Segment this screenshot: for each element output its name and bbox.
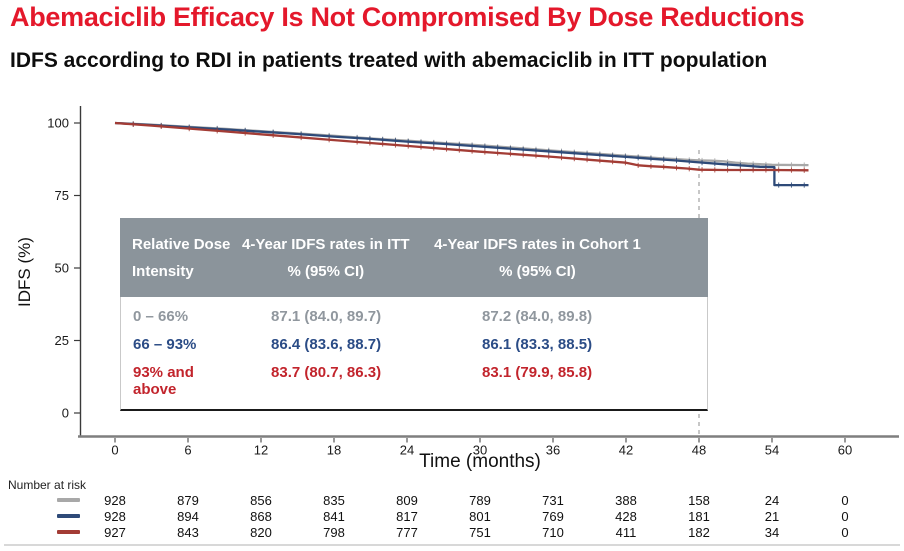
- y-axis-tick-label: 25: [55, 333, 69, 348]
- risk-count: 34: [764, 525, 780, 540]
- series-curve-2: [114, 121, 809, 172]
- table-row: 93% and above 83.7 (80.7, 86.3) 83.1 (79.9…: [121, 364, 707, 398]
- series-swatch-icon: [57, 498, 80, 502]
- table-cell: 66 – 93%: [133, 336, 197, 353]
- risk-count: 777: [396, 525, 418, 540]
- x-axis-label: Time (months): [419, 451, 541, 472]
- series-curve-1: [114, 121, 809, 187]
- table-cell: 86.1 (83.3, 88.5): [482, 336, 593, 353]
- risk-count: 0: [841, 493, 849, 508]
- risk-count: 928: [104, 493, 126, 508]
- header-cohort1-rates: 4-Year IDFS rates in Cohort 1 % (95% CI): [434, 235, 641, 280]
- x-axis-tick-label: 36: [546, 443, 560, 458]
- table-cell: 83.7 (80.7, 86.3): [271, 364, 382, 381]
- bottom-divider: [4, 544, 900, 546]
- table-cell: 87.2 (84.0, 89.8): [482, 308, 593, 325]
- table-row: 66 – 93% 86.4 (83.6, 88.7) 86.1 (83.3, 88.…: [121, 336, 707, 353]
- risk-count: 817: [396, 509, 418, 524]
- risk-count: 894: [177, 509, 199, 524]
- risk-count: 769: [542, 509, 564, 524]
- x-axis-tick-label: 30: [473, 443, 487, 458]
- risk-count: 856: [250, 493, 272, 508]
- risk-count: 388: [615, 493, 637, 508]
- table-cell: 86.4 (83.6, 88.7): [271, 336, 382, 353]
- page-title: Abemaciclib Efficacy Is Not Compromised …: [10, 2, 805, 32]
- series-swatch-icon: [57, 514, 80, 518]
- y-axis-tick-label: 50: [55, 261, 69, 276]
- x-axis-tick-label: 48: [692, 443, 706, 458]
- header-itt-rates: 4-Year IDFS rates in ITT % (95% CI): [242, 235, 410, 280]
- risk-count: 710: [542, 525, 564, 540]
- risk-count: 868: [250, 509, 272, 524]
- risk-count: 879: [177, 493, 199, 508]
- x-axis-tick-label: 18: [327, 443, 341, 458]
- table-cell: 93% and above: [133, 364, 194, 398]
- risk-count: 411: [615, 525, 637, 540]
- y-axis-label: IDFS (%): [15, 237, 34, 307]
- risk-count: 751: [469, 525, 491, 540]
- risk-count: 0: [841, 525, 849, 540]
- risk-row: 927 843 820 798 777 751 710 411 182 34 0: [0, 524, 904, 540]
- results-table-body: 0 – 66% 87.1 (84.0, 89.7) 87.2 (84.0, 89.8…: [120, 297, 708, 411]
- y-axis-tick-label: 100: [47, 116, 69, 131]
- x-axis-tick-label: 24: [400, 443, 414, 458]
- header-relative-dose-intensity: Relative Dose Intensity: [132, 235, 231, 280]
- x-axis-tick-label: 6: [184, 443, 191, 458]
- risk-count: 21: [764, 509, 780, 524]
- table-cell: 87.1 (84.0, 89.7): [271, 308, 382, 325]
- risk-count: 801: [469, 509, 491, 524]
- number-at-risk-label: Number at risk: [8, 478, 87, 492]
- x-axis-tick-label: 12: [254, 443, 268, 458]
- risk-count: 798: [323, 525, 345, 540]
- risk-count: 789: [469, 493, 491, 508]
- risk-count: 24: [764, 493, 780, 508]
- risk-count: 809: [396, 493, 418, 508]
- table-cell: 0 – 66%: [133, 308, 189, 325]
- risk-count: 731: [542, 493, 564, 508]
- risk-count: 158: [688, 493, 710, 508]
- table-row: 0 – 66% 87.1 (84.0, 89.7) 87.2 (84.0, 89.8…: [121, 308, 707, 325]
- risk-count: 843: [177, 525, 199, 540]
- y-axis-tick-label: 75: [55, 188, 69, 203]
- risk-count: 927: [104, 525, 126, 540]
- risk-count: 835: [323, 493, 345, 508]
- risk-count: 428: [615, 509, 637, 524]
- risk-count: 820: [250, 525, 272, 540]
- page-subtitle: IDFS according to RDI in patients treate…: [10, 49, 768, 72]
- results-table: Relative Dose Intensity 4-Year IDFS rate…: [120, 218, 708, 411]
- x-axis-tick-label: 54: [765, 443, 779, 458]
- risk-count: 0: [841, 509, 849, 524]
- series-swatch-icon: [57, 530, 80, 534]
- risk-row: 928 894 868 841 817 801 769 428 181 21 0: [0, 508, 904, 524]
- results-table-header: Relative Dose Intensity 4-Year IDFS rate…: [120, 218, 708, 297]
- risk-row: 928 879 856 835 809 789 731 388 158 24 0: [0, 492, 904, 508]
- y-axis-tick-label: 0: [62, 406, 69, 421]
- x-axis-tick-label: 42: [619, 443, 633, 458]
- table-cell: 83.1 (79.9, 85.8): [482, 364, 593, 381]
- risk-count: 841: [323, 509, 345, 524]
- x-axis-tick-label: 0: [111, 443, 118, 458]
- risk-count: 181: [688, 509, 710, 524]
- x-axis-tick-label: 60: [838, 443, 852, 458]
- risk-count: 182: [688, 525, 710, 540]
- risk-count: 928: [104, 509, 126, 524]
